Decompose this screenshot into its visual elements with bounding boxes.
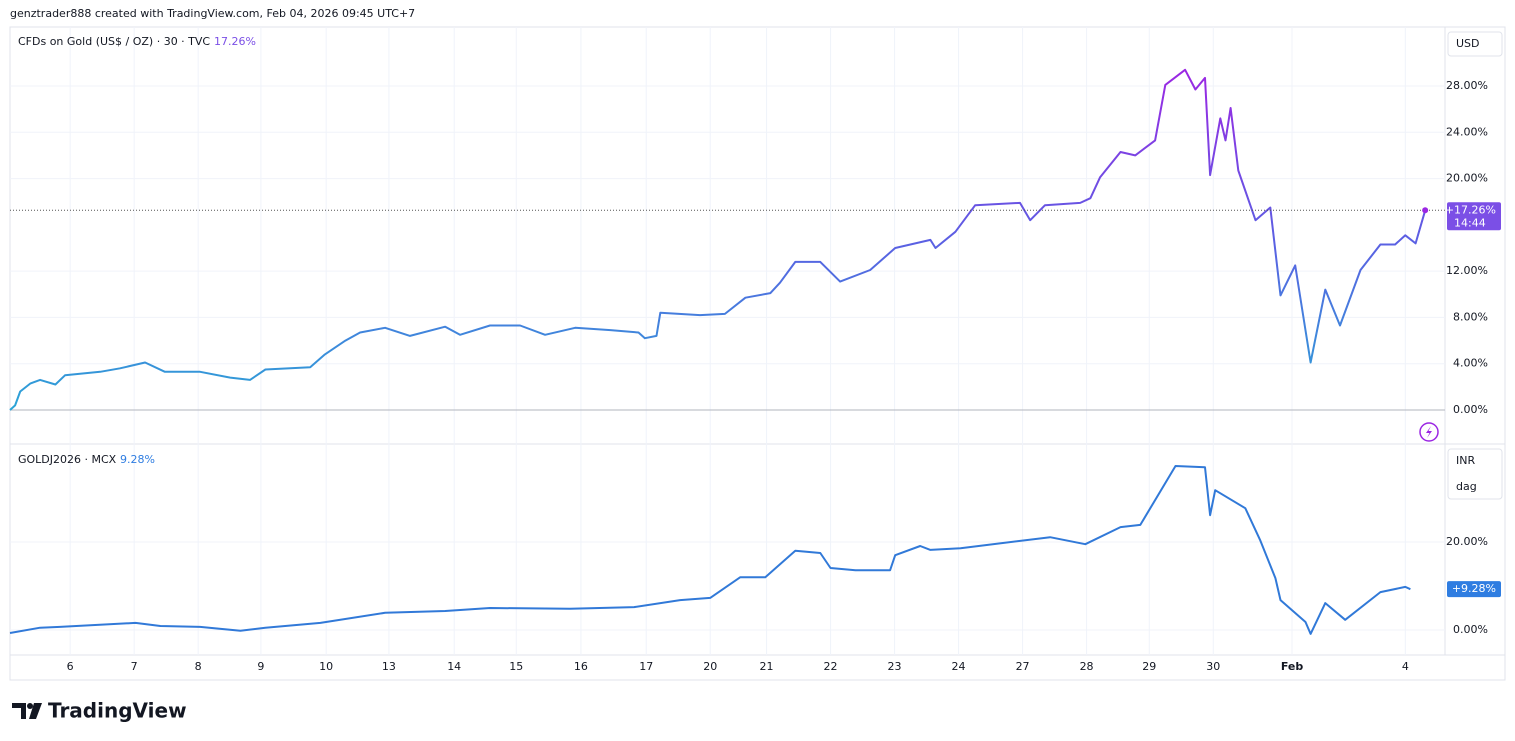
currency[interactable]: USD <box>1456 37 1480 50</box>
y-tick-label: 12.00% <box>1446 264 1488 277</box>
x-tick-label: 17 <box>639 660 653 673</box>
currency[interactable]: INR <box>1456 454 1475 467</box>
x-tick-label: 21 <box>760 660 774 673</box>
x-tick-label: 20 <box>703 660 717 673</box>
x-tick-label: 29 <box>1142 660 1156 673</box>
y-tick-label: 0.00% <box>1453 403 1488 416</box>
y-tick-label: 0.00% <box>1453 623 1488 636</box>
currency-button[interactable] <box>1447 448 1503 500</box>
y-tick-label: 8.00% <box>1453 310 1488 323</box>
legend-value: 9.28% <box>120 453 155 466</box>
x-tick-label: 23 <box>888 660 902 673</box>
frame <box>9 26 1506 681</box>
footer-brand: TradingView <box>48 699 187 723</box>
x-tick-label: 30 <box>1206 660 1220 673</box>
x-tick-label: 7 <box>131 660 138 673</box>
legend-title: CFDs on Gold (US$ / OZ) · 30 · TVC <box>18 35 210 48</box>
legend-value: 17.26% <box>214 35 256 48</box>
x-tick-label: 22 <box>824 660 838 673</box>
x-tick-label: 27 <box>1016 660 1030 673</box>
x-tick-label: 24 <box>952 660 966 673</box>
last-price-label: +9.28% <box>1452 582 1496 595</box>
last-point <box>1422 207 1429 214</box>
x-tick-label: 16 <box>574 660 588 673</box>
y-tick-label: 20.00% <box>1446 535 1488 548</box>
alert-icon[interactable] <box>1419 422 1439 442</box>
last-price-box <box>1447 581 1501 598</box>
x-tick-label: 4 <box>1402 660 1409 673</box>
x-tick-label: 14 <box>447 660 461 673</box>
last-price-box <box>1447 202 1501 231</box>
x-tick-label: 8 <box>195 660 202 673</box>
unit[interactable]: dag <box>1456 480 1477 493</box>
x-tick-label: 15 <box>509 660 523 673</box>
x-tick-label: 13 <box>382 660 396 673</box>
logo <box>12 703 42 719</box>
countdown: 14:44 <box>1454 216 1486 229</box>
x-tick-label: 6 <box>67 660 74 673</box>
currency-button[interactable] <box>1447 31 1503 57</box>
x-tick-label: 28 <box>1080 660 1094 673</box>
legend-title: GOLDJ2026 · MCX <box>18 453 117 466</box>
y-tick-label: 28.00% <box>1446 79 1488 92</box>
y-tick-label: 20.00% <box>1446 172 1488 185</box>
x-tick-label: 9 <box>257 660 264 673</box>
price-line <box>9 465 1411 635</box>
x-tick-label: 10 <box>319 660 333 673</box>
last-price-label: +17.26% <box>1445 203 1496 216</box>
price-line <box>9 68 1427 411</box>
x-tick-label: Feb <box>1281 660 1304 673</box>
header: genztrader888 created with TradingView.c… <box>10 7 415 20</box>
y-tick-label: 24.00% <box>1446 125 1488 138</box>
y-tick-label: 4.00% <box>1453 357 1488 370</box>
